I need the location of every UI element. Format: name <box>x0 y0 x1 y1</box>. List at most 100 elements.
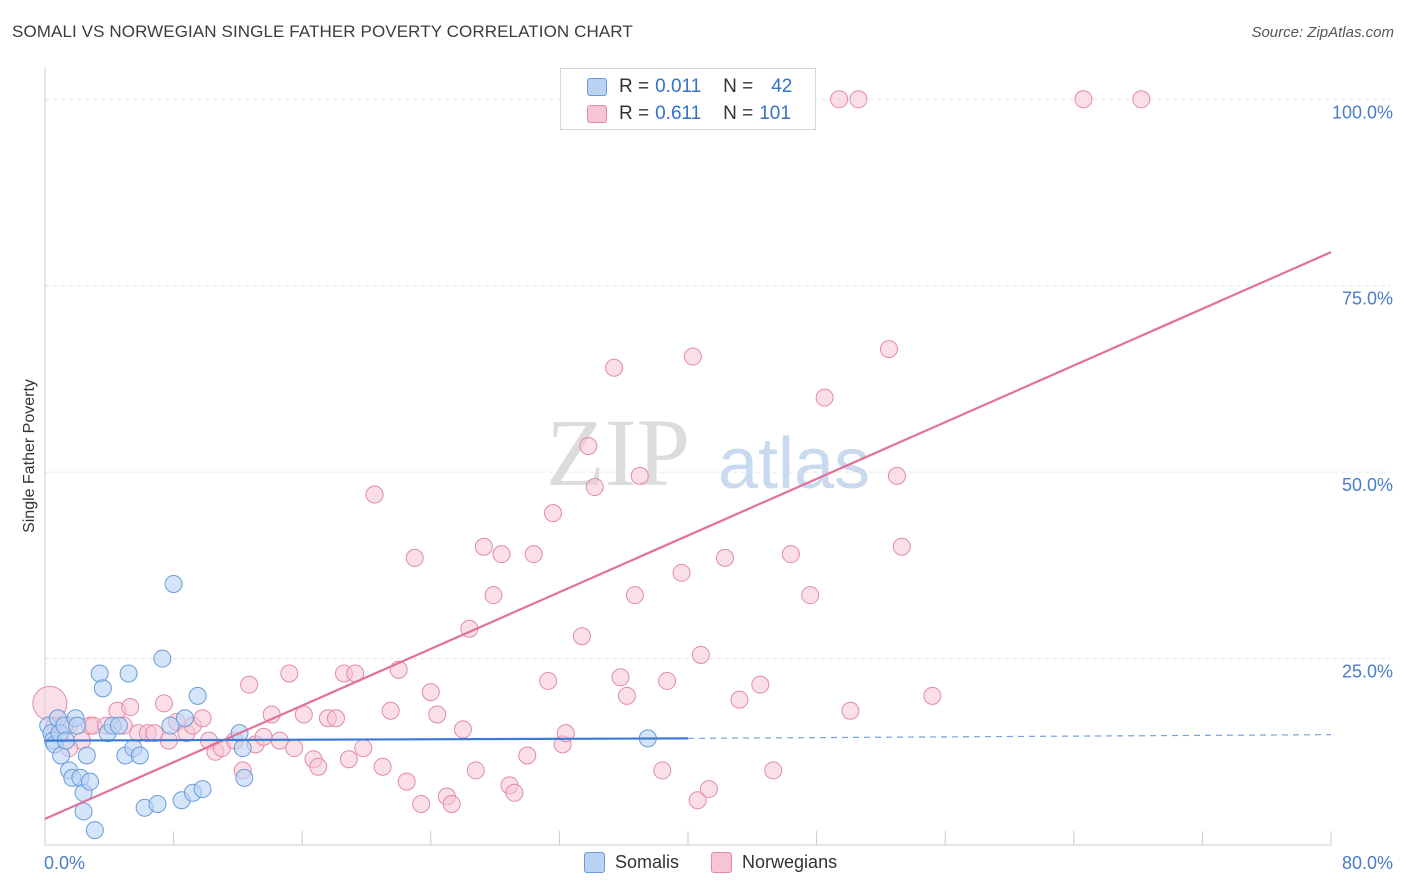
r-label: R = <box>619 76 650 97</box>
legend-item-norwegians[interactable]: Norwegians <box>711 852 837 873</box>
somali-point <box>193 780 212 799</box>
y-tick-label: 25.0% <box>1342 662 1393 682</box>
norwegian-point <box>556 724 575 743</box>
norwegian-point <box>830 90 849 109</box>
norwegian-point <box>421 683 440 702</box>
norwegian-point <box>240 675 259 694</box>
norwegian-point <box>474 537 493 556</box>
somali-points <box>39 575 657 840</box>
norwegian-point <box>397 772 416 791</box>
norwegian-points <box>32 90 1151 813</box>
somalis-swatch <box>584 852 605 873</box>
norwegian-point <box>887 466 906 485</box>
r-value: 0.611 <box>655 103 702 124</box>
somalis-swatch <box>587 78 607 96</box>
legend-row-norwegians: R = 0.611 N = 101 <box>587 103 791 125</box>
norwegian-point <box>658 671 677 690</box>
grid-lines <box>45 98 1391 660</box>
norwegians-swatch <box>711 852 733 873</box>
n-value: 42 <box>771 76 793 97</box>
norwegian-point <box>428 705 447 724</box>
source-credit: Source: ZipAtlas.com <box>1251 24 1394 41</box>
legend-label-norwegians: Norwegians <box>742 852 838 872</box>
norwegian-point <box>466 761 485 780</box>
norwegian-point <box>492 545 511 564</box>
norwegian-trend-line <box>44 251 1332 820</box>
somali-point <box>81 772 100 791</box>
norwegian-point <box>879 340 898 359</box>
norwegian-point <box>841 701 860 720</box>
y-tick-label: 100.0% <box>1332 102 1393 122</box>
tick-labels: 25.0% 50.0% 75.0% 100.0% 0.0% 80.0% <box>44 102 1393 873</box>
norwegian-point <box>381 701 400 720</box>
norwegian-point <box>715 548 734 567</box>
somali-point <box>130 746 149 765</box>
x-tick-label: 0.0% <box>44 853 85 873</box>
n-label: N = <box>723 76 754 97</box>
norwegian-point <box>145 724 164 743</box>
trend-lines <box>44 251 1332 820</box>
norwegian-point <box>543 504 562 523</box>
somali-point <box>109 716 128 735</box>
norwegian-point <box>1074 90 1093 109</box>
norwegian-point <box>611 668 630 687</box>
norwegian-point <box>801 586 820 605</box>
norwegian-point <box>524 545 543 564</box>
norwegian-point <box>617 686 636 705</box>
norwegian-point <box>691 645 710 664</box>
legend-label-somalis: Somalis <box>615 852 680 872</box>
norwegian-point <box>339 750 358 769</box>
norwegian-point <box>653 761 672 780</box>
y-tick-label: 75.0% <box>1342 289 1393 309</box>
somali-point <box>153 649 172 668</box>
norwegians-swatch <box>587 105 607 123</box>
norwegian-point <box>354 739 373 758</box>
somali-point <box>164 575 183 593</box>
norwegian-point <box>254 727 273 746</box>
somali-point <box>68 716 87 735</box>
norwegian-point <box>781 545 800 564</box>
norwegian-point <box>923 686 942 705</box>
norwegian-point <box>405 548 424 567</box>
norwegian-point <box>193 709 212 728</box>
y-tick-label: 50.0% <box>1342 475 1393 495</box>
somali-point <box>188 686 207 705</box>
norwegian-point <box>373 757 392 776</box>
norwegian-point <box>326 709 345 728</box>
somali-point <box>90 664 109 683</box>
norwegian-point <box>505 783 524 802</box>
y-axis-title: Single Father Poverty <box>21 379 38 533</box>
norwegian-point <box>764 761 783 780</box>
somali-trend-extension <box>687 734 1332 739</box>
norwegian-point <box>688 791 707 810</box>
norwegian-point <box>585 478 604 497</box>
norwegian-point <box>539 671 558 690</box>
norwegian-point <box>751 675 770 694</box>
norwegian-point <box>605 358 624 377</box>
somali-point <box>233 739 252 758</box>
somali-point <box>93 679 112 698</box>
correlation-legend: R = 0.011 N = 42 R = 0.611 N = 101 <box>560 68 816 130</box>
somali-point <box>235 768 254 787</box>
n-label: N = <box>723 103 754 124</box>
somali-trend-line <box>44 737 689 742</box>
legend-item-somalis[interactable]: Somalis <box>584 852 679 873</box>
series-legend: Somalis Norwegians <box>584 852 869 873</box>
somali-point <box>148 794 167 813</box>
norwegian-point <box>572 627 591 646</box>
norwegian-point <box>625 586 644 605</box>
norwegian-point <box>154 694 173 713</box>
norwegian-point <box>892 537 911 556</box>
norwegian-point <box>630 466 649 485</box>
norwegian-point <box>285 739 304 758</box>
somali-point <box>85 821 104 840</box>
r-label: R = <box>619 103 650 124</box>
norwegian-point <box>699 780 718 799</box>
somali-point <box>161 716 180 735</box>
norwegian-point <box>121 698 140 717</box>
norwegian-point <box>453 720 472 739</box>
somali-point <box>77 746 96 765</box>
chart-title: SOMALI VS NORWEGIAN SINGLE FATHER POVERT… <box>12 22 633 41</box>
norwegian-point <box>683 347 702 366</box>
